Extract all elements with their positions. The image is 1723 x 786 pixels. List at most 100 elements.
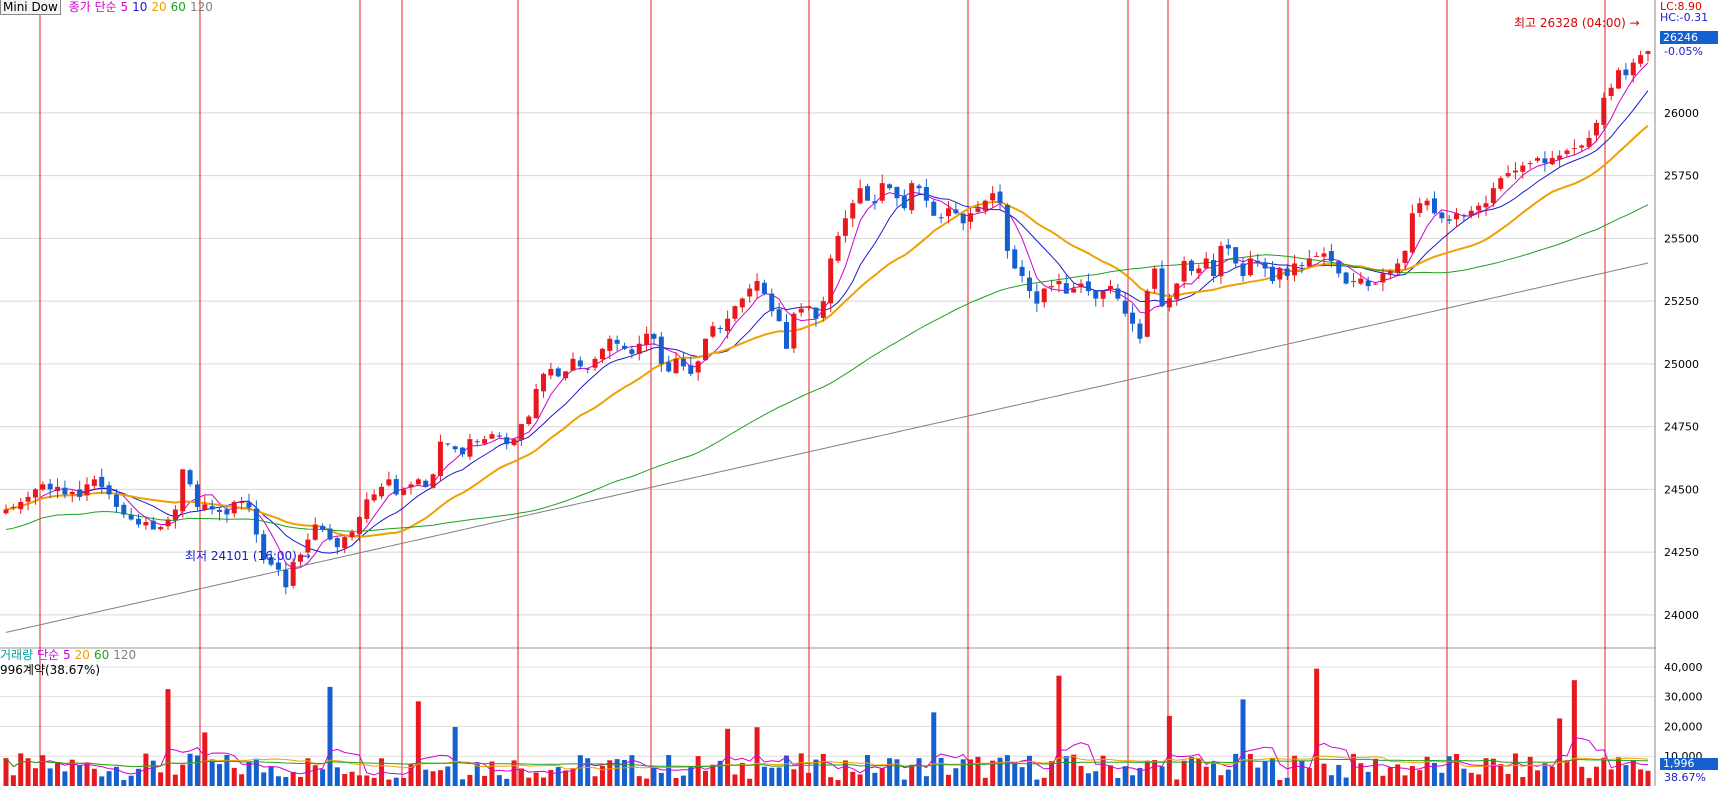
candle-body <box>194 484 200 507</box>
volume-legend-item[interactable]: 60 <box>93 648 110 662</box>
volume-legend-item[interactable]: 120 <box>113 648 137 662</box>
volume-bar <box>975 756 981 786</box>
candle-body <box>769 293 775 312</box>
candle-body <box>658 336 664 364</box>
volume-bar <box>776 767 782 786</box>
legend-item[interactable]: 종가 단순 5 <box>68 0 129 14</box>
candle-body <box>1299 265 1305 267</box>
volume-bar <box>695 756 701 786</box>
volume-subtext: 996계약(38.67%) <box>0 663 101 677</box>
candle-body <box>1645 51 1651 54</box>
volume-bar <box>850 771 856 786</box>
volume-bar <box>1314 668 1320 786</box>
candle-body <box>1601 97 1607 125</box>
volume-bar <box>482 775 488 786</box>
candle-body <box>275 562 281 570</box>
volume-bar <box>10 775 16 786</box>
volume-legend-item[interactable]: 20 <box>74 648 90 662</box>
volume-bar <box>1476 774 1482 786</box>
candle-body <box>1196 268 1202 274</box>
volume-bar <box>555 767 561 786</box>
symbol-title[interactable]: Mini Dow <box>0 0 61 15</box>
last-volume-tag: 1,996 <box>1660 758 1718 770</box>
volume-bar <box>570 768 576 786</box>
candle-body <box>1446 219 1452 221</box>
candle-body <box>857 188 863 204</box>
volume-bar <box>415 701 421 786</box>
candle-body <box>923 187 929 201</box>
candle-body <box>1071 288 1077 293</box>
volume-bar <box>577 755 583 786</box>
candle-body <box>806 306 812 308</box>
candle-body <box>1358 278 1364 284</box>
legend-item[interactable]: 20 <box>151 0 167 14</box>
volume-bar <box>1085 773 1091 786</box>
volume-bar <box>217 764 223 786</box>
candle-body <box>960 213 966 224</box>
candle-body <box>55 486 61 492</box>
volume-bar <box>1269 757 1275 786</box>
candle-body <box>945 208 951 217</box>
volume-bar <box>1454 754 1460 786</box>
volume-bar <box>1439 772 1445 786</box>
candle-body <box>813 307 819 319</box>
volume-bar <box>77 765 83 786</box>
volume-bar <box>1211 763 1217 786</box>
volume-bar <box>393 777 399 786</box>
candle-body <box>268 557 274 565</box>
volume-bar <box>312 765 318 786</box>
volume-bar <box>769 767 775 786</box>
price-tick-label: 25750 <box>1664 170 1699 183</box>
volume-bar <box>1593 766 1599 786</box>
candle-body <box>1159 268 1165 307</box>
candle-body <box>158 527 164 530</box>
volume-bar <box>84 762 90 786</box>
volume-legend: 거래량 단순 5 20 60 120 <box>0 648 144 662</box>
candle-body <box>25 496 31 502</box>
candle-body <box>909 183 915 211</box>
legend-item[interactable]: 60 <box>170 0 186 14</box>
volume-bar <box>1630 760 1636 786</box>
candle-body <box>467 439 473 457</box>
volume-bar <box>585 758 591 786</box>
candles <box>3 50 1651 595</box>
candle-body <box>968 213 974 222</box>
candle-body <box>541 373 547 392</box>
candle-body <box>1093 290 1099 299</box>
candle-body <box>99 476 105 487</box>
volume-bar <box>1498 764 1504 786</box>
candle-body <box>371 494 377 501</box>
candle-body <box>666 362 672 372</box>
volume-bar <box>644 778 650 786</box>
candle-body <box>290 562 296 586</box>
candle-body <box>577 360 583 367</box>
candle-body <box>585 368 591 370</box>
candle-body <box>1350 281 1356 283</box>
candle-body <box>1498 178 1504 189</box>
volume-bar <box>1019 767 1025 786</box>
volume-bar <box>872 772 878 786</box>
candle-body <box>1144 291 1150 337</box>
volume-bar <box>901 779 907 786</box>
legend-item[interactable]: 10 <box>132 0 148 14</box>
volume-legend-item[interactable]: 거래량 <box>0 648 34 662</box>
volume-ma20 <box>5 755 1649 771</box>
volume-bar <box>1056 675 1062 786</box>
volume-bar <box>1159 766 1165 786</box>
volume-bar <box>953 768 959 786</box>
volume-bar <box>916 758 922 786</box>
volume-bar <box>268 766 274 786</box>
candle-body <box>150 520 156 530</box>
volume-bar <box>1579 766 1585 786</box>
candle-body <box>1211 260 1217 277</box>
candle-body <box>40 484 46 490</box>
volume-bar <box>658 772 664 786</box>
volume-bar <box>91 768 97 786</box>
volume-legend-item[interactable]: 단순 5 <box>37 648 71 662</box>
volume-bar <box>283 776 289 786</box>
volume-bar <box>518 768 524 786</box>
volume-bar <box>371 777 377 786</box>
volume-bar <box>1277 780 1283 786</box>
legend-item[interactable]: 120 <box>189 0 213 14</box>
ma-line-10 <box>5 90 1649 554</box>
